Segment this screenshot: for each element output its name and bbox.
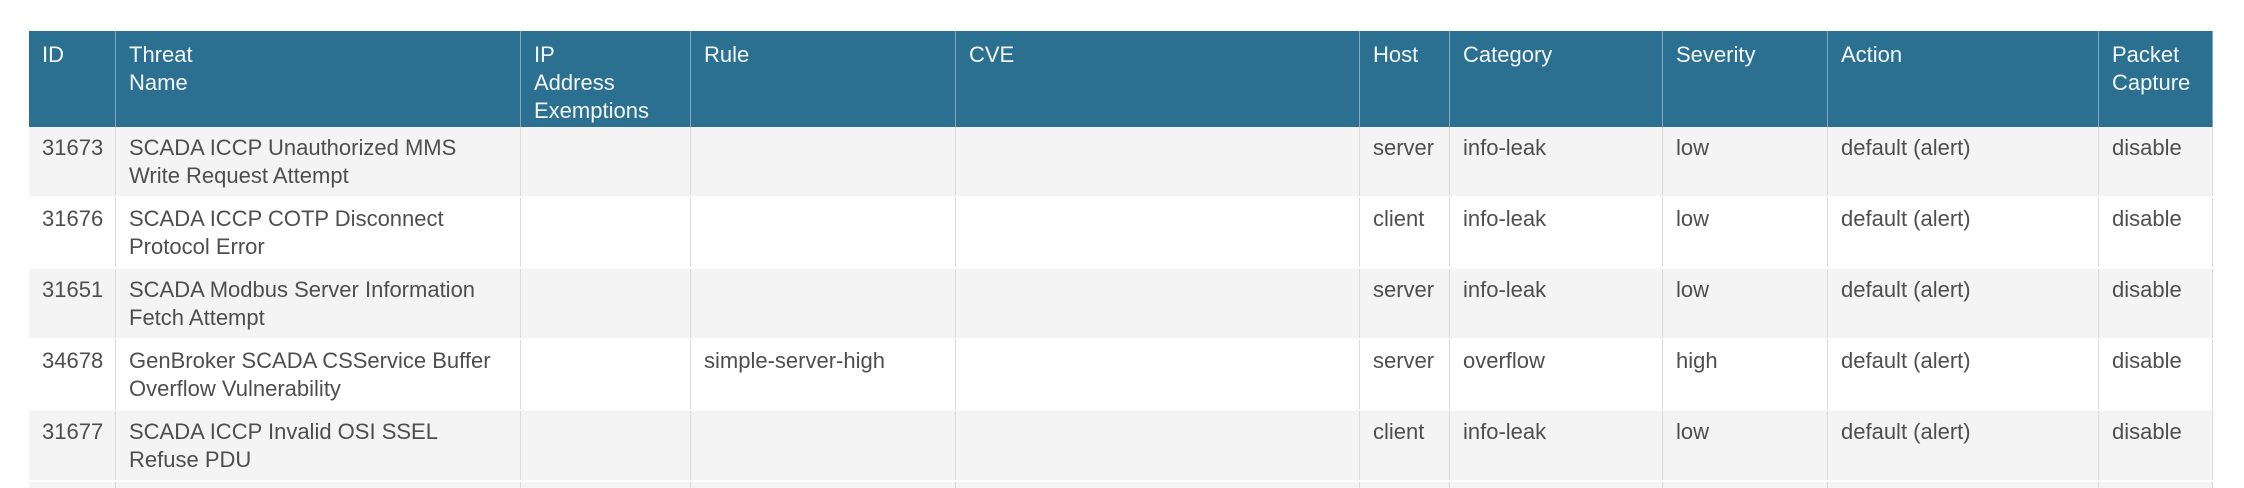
cell-ip-address-exemptions xyxy=(521,198,691,267)
cell-empty xyxy=(116,482,521,488)
cell-threat-name: SCADA Modbus Server Information Fetch At… xyxy=(116,269,521,338)
table-body: 31673 SCADA ICCP Unauthorized MMS Write R… xyxy=(29,127,2213,488)
column-header-ip-address-exemptions[interactable]: IP Address Exemptions xyxy=(521,31,691,127)
cell-severity: low xyxy=(1663,127,1828,196)
cell-rule xyxy=(691,411,956,480)
cell-action: default (alert) xyxy=(1828,127,2099,196)
cell-ip-address-exemptions xyxy=(521,340,691,409)
cell-threat-name: GenBroker SCADA CSService Buffer Overflo… xyxy=(116,340,521,409)
cell-packet-capture: disable xyxy=(2099,269,2213,338)
column-header-threat-name[interactable]: Threat Name xyxy=(116,31,521,127)
cell-category: info-leak xyxy=(1450,127,1663,196)
cell-cve xyxy=(956,340,1360,409)
cell-action: default (alert) xyxy=(1828,411,2099,480)
cell-severity: low xyxy=(1663,198,1828,267)
table-row[interactable]: 31651 SCADA Modbus Server Information Fet… xyxy=(29,269,2213,340)
cell-cve xyxy=(956,411,1360,480)
column-header-category[interactable]: Category xyxy=(1450,31,1663,127)
cell-empty xyxy=(691,482,956,488)
cell-packet-capture: disable xyxy=(2099,127,2213,196)
cell-severity: high xyxy=(1663,340,1828,409)
cell-action: default (alert) xyxy=(1828,340,2099,409)
cell-category: info-leak xyxy=(1450,198,1663,267)
column-header-packet-capture[interactable]: Packet Capture xyxy=(2099,31,2213,127)
cell-empty xyxy=(1450,482,1663,488)
cell-id: 34678 xyxy=(29,340,116,409)
cell-packet-capture: disable xyxy=(2099,340,2213,409)
cell-cve xyxy=(956,198,1360,267)
cell-empty xyxy=(29,482,116,488)
table-row[interactable]: 31677 SCADA ICCP Invalid OSI SSEL Refuse … xyxy=(29,411,2213,482)
cell-cve xyxy=(956,269,1360,338)
cell-threat-name: SCADA ICCP COTP Disconnect Protocol Erro… xyxy=(116,198,521,267)
cell-cve xyxy=(956,127,1360,196)
cell-rule xyxy=(691,127,956,196)
threat-signatures-table: ID Threat Name IP Address Exemptions Rule CV… xyxy=(29,31,2213,488)
cell-id: 31673 xyxy=(29,127,116,196)
table-row[interactable]: 31676 SCADA ICCP COTP Disconnect Protocol… xyxy=(29,198,2213,269)
cell-action: default (alert) xyxy=(1828,198,2099,267)
cell-packet-capture: disable xyxy=(2099,198,2213,267)
cell-empty xyxy=(1663,482,1828,488)
cell-threat-name: SCADA ICCP Unauthorized MMS Write Reques… xyxy=(116,127,521,196)
column-header-host[interactable]: Host xyxy=(1360,31,1450,127)
cell-rule xyxy=(691,198,956,267)
cell-host: client xyxy=(1360,411,1450,480)
cell-empty xyxy=(2099,482,2213,488)
cell-category: info-leak xyxy=(1450,411,1663,480)
table-row[interactable]: 34678 GenBroker SCADA CSService Buffer Ov… xyxy=(29,340,2213,411)
cell-ip-address-exemptions xyxy=(521,411,691,480)
column-header-id[interactable]: ID xyxy=(29,31,116,127)
cell-ip-address-exemptions xyxy=(521,269,691,338)
cell-empty xyxy=(521,482,691,488)
cell-empty xyxy=(1360,482,1450,488)
cell-category: overflow xyxy=(1450,340,1663,409)
table-row[interactable]: 31673 SCADA ICCP Unauthorized MMS Write R… xyxy=(29,127,2213,198)
cell-empty xyxy=(956,482,1360,488)
column-header-cve[interactable]: CVE xyxy=(956,31,1360,127)
cell-rule xyxy=(691,269,956,338)
cell-host: server xyxy=(1360,269,1450,338)
cell-severity: low xyxy=(1663,269,1828,338)
cell-id: 31651 xyxy=(29,269,116,338)
cell-host: server xyxy=(1360,127,1450,196)
cell-severity: low xyxy=(1663,411,1828,480)
column-header-action[interactable]: Action xyxy=(1828,31,2099,127)
cell-id: 31677 xyxy=(29,411,116,480)
cell-empty xyxy=(1828,482,2099,488)
cell-category: info-leak xyxy=(1450,269,1663,338)
cell-host: server xyxy=(1360,340,1450,409)
cell-action: default (alert) xyxy=(1828,269,2099,338)
cell-id: 31676 xyxy=(29,198,116,267)
cell-packet-capture: disable xyxy=(2099,411,2213,480)
cell-rule: simple-server-high xyxy=(691,340,956,409)
cell-ip-address-exemptions xyxy=(521,127,691,196)
column-header-severity[interactable]: Severity xyxy=(1663,31,1828,127)
cell-host: client xyxy=(1360,198,1450,267)
cell-threat-name: SCADA ICCP Invalid OSI SSEL Refuse PDU xyxy=(116,411,521,480)
table-row-partial xyxy=(29,482,2213,488)
column-header-rule[interactable]: Rule xyxy=(691,31,956,127)
table-header-row: ID Threat Name IP Address Exemptions Rule CV… xyxy=(29,31,2213,127)
